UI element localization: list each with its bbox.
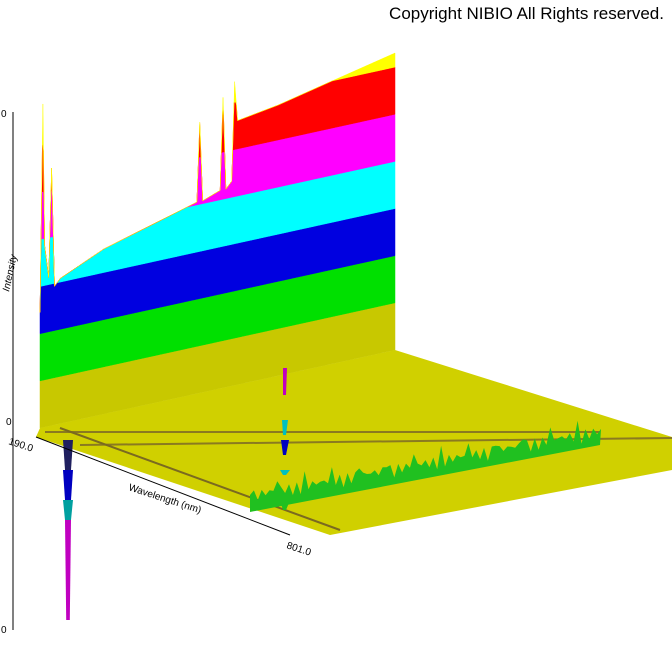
floor-diagonal-ridge xyxy=(59,427,341,531)
y-top-tick-label: 0 xyxy=(1,109,7,120)
y-axis-label: Intensity xyxy=(1,253,20,293)
front-noise-ridge xyxy=(250,420,601,512)
front-peak-segment xyxy=(282,420,288,435)
floor-plane xyxy=(36,350,672,535)
intensity-band-6 xyxy=(39,52,396,313)
x-axis-line xyxy=(35,436,291,536)
x-tick-label-end: 801.0 xyxy=(285,540,313,558)
copyright-notice: Copyright NIBIO All Rights reserved. xyxy=(389,4,664,23)
back-spectrum-surface xyxy=(39,52,396,429)
front-peak-segment xyxy=(283,368,287,395)
negative-dip-segment xyxy=(63,440,73,470)
front-peak-segment xyxy=(281,440,289,455)
y-zero-tick-label: 0 xyxy=(6,417,12,428)
front-peak-segment xyxy=(279,498,291,510)
floor-ridge-line xyxy=(79,437,672,446)
negative-dip-segment xyxy=(63,470,73,500)
front-peak-segment xyxy=(280,470,290,475)
x-tick-label-start: 190.0 xyxy=(7,436,35,454)
y-bottom-tick-label: 0 xyxy=(1,625,7,636)
negative-dip-segment xyxy=(65,520,71,620)
negative-dip-segment xyxy=(63,500,73,520)
front-spectrum-features xyxy=(63,368,601,620)
